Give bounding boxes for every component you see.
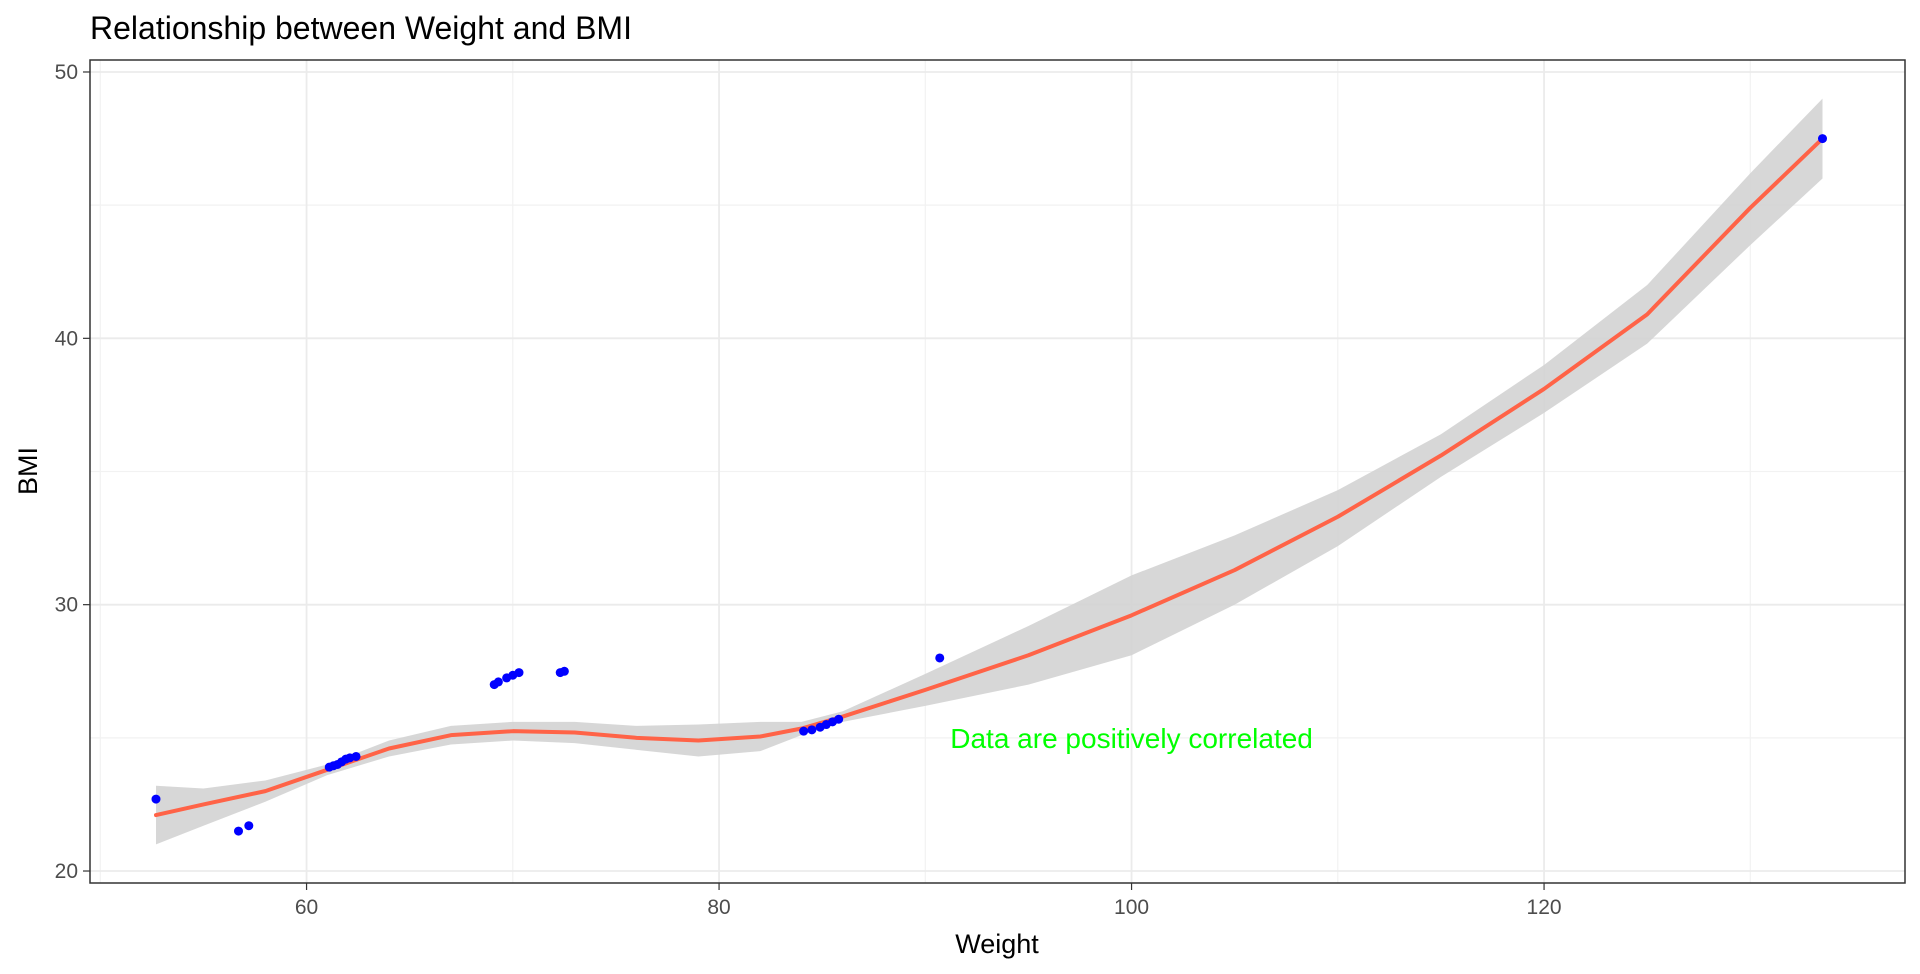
data-point	[559, 666, 569, 676]
y-tick-label: 50	[55, 61, 78, 84]
x-tick-label: 80	[707, 896, 730, 919]
data-point	[1818, 134, 1827, 144]
chart-title: Relationship between Weight and BMI	[90, 10, 632, 46]
x-tick-label: 100	[1114, 896, 1149, 919]
y-axis-title: BMI	[13, 447, 43, 495]
x-axis-title: Weight	[955, 929, 1039, 959]
data-point	[151, 794, 161, 804]
annotation-text: Data are positively correlated	[950, 723, 1313, 754]
y-axis-ticks: 20 30 40 50	[55, 61, 90, 883]
x-tick-label: 60	[295, 896, 318, 919]
data-point	[935, 653, 945, 663]
x-axis-ticks: 60 80 100 120	[295, 883, 1562, 919]
y-tick-label: 30	[55, 594, 78, 617]
plot-border	[89, 59, 1906, 884]
data-point	[244, 821, 254, 831]
data-point	[493, 677, 503, 687]
annotation-layer: Data are positively correlated	[950, 723, 1313, 754]
y-tick-label: 40	[55, 327, 78, 350]
data-point	[834, 714, 844, 724]
data-point	[234, 826, 243, 836]
grid-lines	[90, 60, 1905, 883]
data-point	[351, 751, 361, 761]
data-point	[807, 725, 817, 735]
y-tick-label: 20	[55, 860, 78, 883]
x-tick-label: 120	[1527, 896, 1562, 919]
data-point	[514, 668, 524, 678]
data-point	[799, 726, 809, 736]
data-points	[151, 134, 1827, 836]
